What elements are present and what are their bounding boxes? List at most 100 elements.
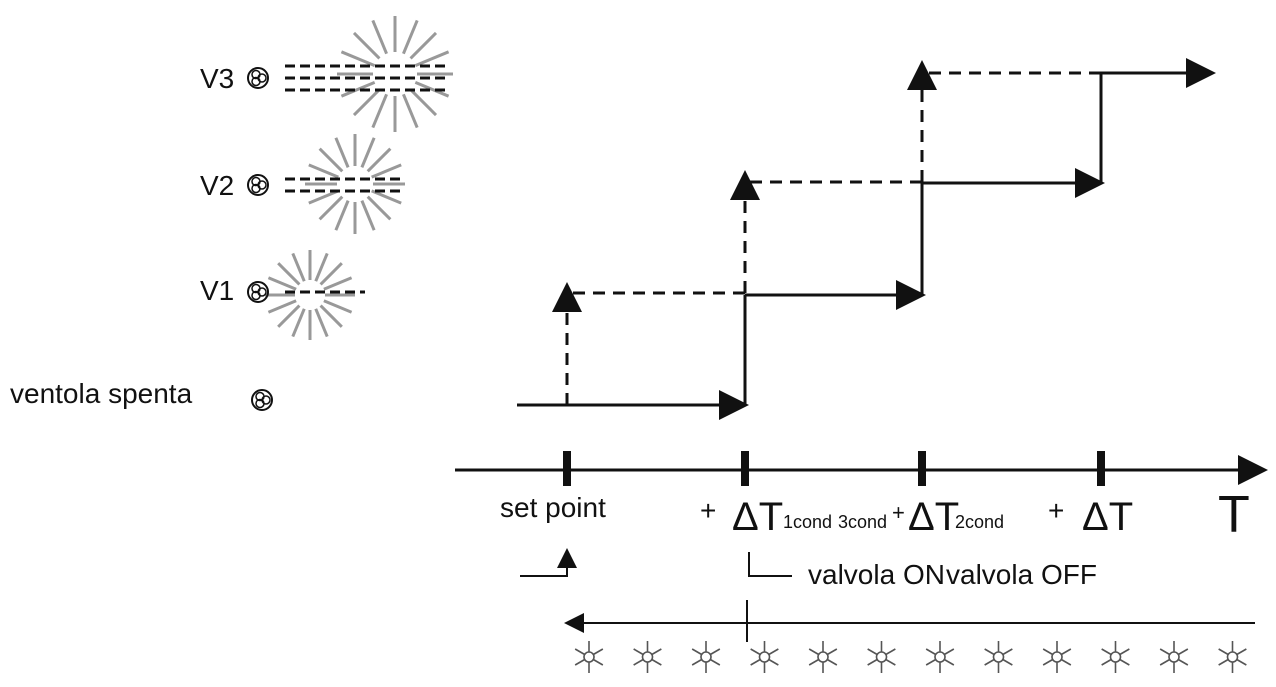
snowflake-arm [651, 648, 662, 656]
snowflake-arm [1218, 658, 1229, 666]
snowflake-arm [1060, 648, 1072, 656]
snowflake-core [1051, 651, 1063, 663]
light-ray [318, 147, 344, 173]
light-ray [402, 93, 419, 129]
light-ray [352, 88, 381, 117]
tick-label: set point [500, 492, 606, 523]
snowflake-arm [691, 648, 703, 656]
snowflake-arm [1042, 648, 1054, 656]
light-ray [267, 299, 297, 314]
valve-label: valvola ON [808, 559, 945, 590]
snowflake-arm [768, 648, 779, 656]
solid-steps [517, 58, 1216, 420]
snowflake-arm [651, 658, 662, 666]
light-ray [319, 304, 343, 328]
tick-plus: + [1048, 495, 1064, 526]
snowflake-arm [709, 648, 721, 656]
snowflake-arm [943, 658, 955, 666]
snowflake-arm [1218, 648, 1229, 656]
snowflake-arm [592, 648, 604, 656]
light-ray [319, 262, 343, 286]
snowflake-arm [1159, 658, 1171, 666]
light-ray [314, 308, 329, 338]
snowflake-arm [691, 658, 703, 666]
snowflake-core [758, 651, 771, 663]
dashed-steps [552, 60, 1101, 405]
snowflake-core [1168, 651, 1180, 663]
snowflake-arm [1101, 648, 1112, 656]
snowflake-core [700, 651, 712, 663]
tick-delta: ΔT [908, 495, 959, 539]
light-ray [402, 19, 419, 55]
light-ray [414, 81, 450, 98]
snowflake-core [583, 651, 595, 663]
snowflake-arm [808, 658, 820, 666]
light-ray [291, 308, 306, 338]
snowflake-arm [1002, 658, 1013, 666]
snowflake-core [992, 651, 1005, 663]
snowflake-arm [1159, 648, 1171, 656]
snowflake-arm [574, 658, 586, 666]
snowflake-arm [633, 648, 644, 656]
fan-icon [251, 389, 273, 411]
fan-blade [251, 283, 261, 294]
snowflake-arm [1177, 658, 1189, 666]
snowflake-arm [1119, 658, 1130, 666]
light-ray [360, 200, 376, 231]
snowflake-arm [1060, 658, 1072, 666]
fan-label: ventola spenta [10, 378, 193, 409]
snowflake-arm [1002, 648, 1013, 656]
light-ray [323, 299, 353, 314]
light-ray [360, 137, 376, 168]
light-ray [371, 19, 388, 55]
snowflake-arm [1101, 658, 1112, 666]
snowflake-arm [885, 648, 896, 656]
fan-icon [247, 281, 269, 303]
light-ray [371, 163, 402, 179]
light-ray [371, 93, 388, 129]
light-ray [409, 88, 438, 117]
light-ray [323, 276, 353, 291]
snowflake-arm [826, 658, 838, 666]
tick-sub: 1cond [783, 512, 832, 532]
snowflake-core [641, 651, 654, 663]
snowflake-arm [808, 648, 820, 656]
snowflake-arm [750, 658, 761, 666]
snowflake-arm [574, 648, 586, 656]
snowflake-arm [1177, 648, 1189, 656]
snowflake-arm [1236, 658, 1247, 666]
snowflake-core [1226, 651, 1239, 663]
snowflake-arm [925, 658, 937, 666]
snowflake-arm [925, 648, 937, 656]
light-ray [414, 50, 450, 67]
fan-icons [247, 16, 453, 411]
axis-label: T [1218, 486, 1250, 544]
snowflake-core [875, 651, 888, 663]
fan-blade [251, 176, 261, 187]
light-ray [340, 50, 376, 67]
light-ray [308, 163, 339, 179]
snowflake-arm [633, 658, 644, 666]
tick-plus: + [700, 495, 716, 526]
snowflake-arm [1236, 648, 1247, 656]
fan-label: V3 [200, 63, 234, 94]
light-ray [334, 137, 350, 168]
tick-sub: 2cond [955, 512, 1004, 532]
snowflake-arm [867, 658, 878, 666]
light-ray [409, 31, 438, 60]
snowflake-arm [592, 658, 604, 666]
light-ray [267, 276, 297, 291]
snowflake-arm [1119, 648, 1130, 656]
snowflake-arm [867, 648, 878, 656]
light-ray [371, 189, 402, 205]
snowflake-core [934, 651, 946, 663]
valve-label: valvola OFF [946, 559, 1097, 590]
fan-blade [251, 183, 261, 194]
snowflake-core [817, 651, 829, 663]
snowflake-arm [1042, 658, 1054, 666]
light-ray [314, 252, 329, 282]
fan-icon [247, 67, 269, 89]
light-ray [277, 262, 301, 286]
snowflake-arm [750, 648, 761, 656]
